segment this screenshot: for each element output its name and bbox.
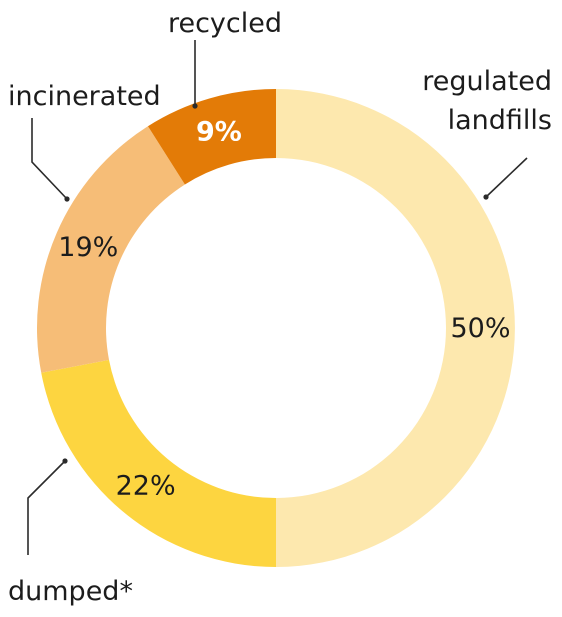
value-label-dumped: 22% <box>116 471 176 502</box>
leader-line-incinerated <box>31 118 68 200</box>
leader-dot-incinerated <box>64 196 70 202</box>
slice-regulated-landfills <box>276 89 515 567</box>
category-label-recycled: recycled <box>168 8 282 39</box>
category-label-incinerated: incinerated <box>8 81 161 112</box>
leader-dot-dumped <box>62 458 68 464</box>
value-label-incinerated: 19% <box>58 232 118 263</box>
slice-incinerated <box>37 126 185 373</box>
category-label-regulated-landfills-line-1: regulated <box>422 66 552 97</box>
leader-dot-regulated-landfills <box>483 194 489 200</box>
category-label-regulated-landfills-line-2: landfills <box>448 105 552 136</box>
category-label-dumped: dumped* <box>8 576 133 607</box>
slice-recycled <box>147 89 276 185</box>
leader-dot-recycled <box>192 103 198 109</box>
value-label-regulated-landfills: 50% <box>450 313 510 344</box>
value-label-recycled: 9% <box>196 117 242 148</box>
slice-dumped <box>41 359 276 567</box>
leader-line-dumped <box>27 460 66 555</box>
leader-line-regulated-landfills <box>485 157 528 198</box>
